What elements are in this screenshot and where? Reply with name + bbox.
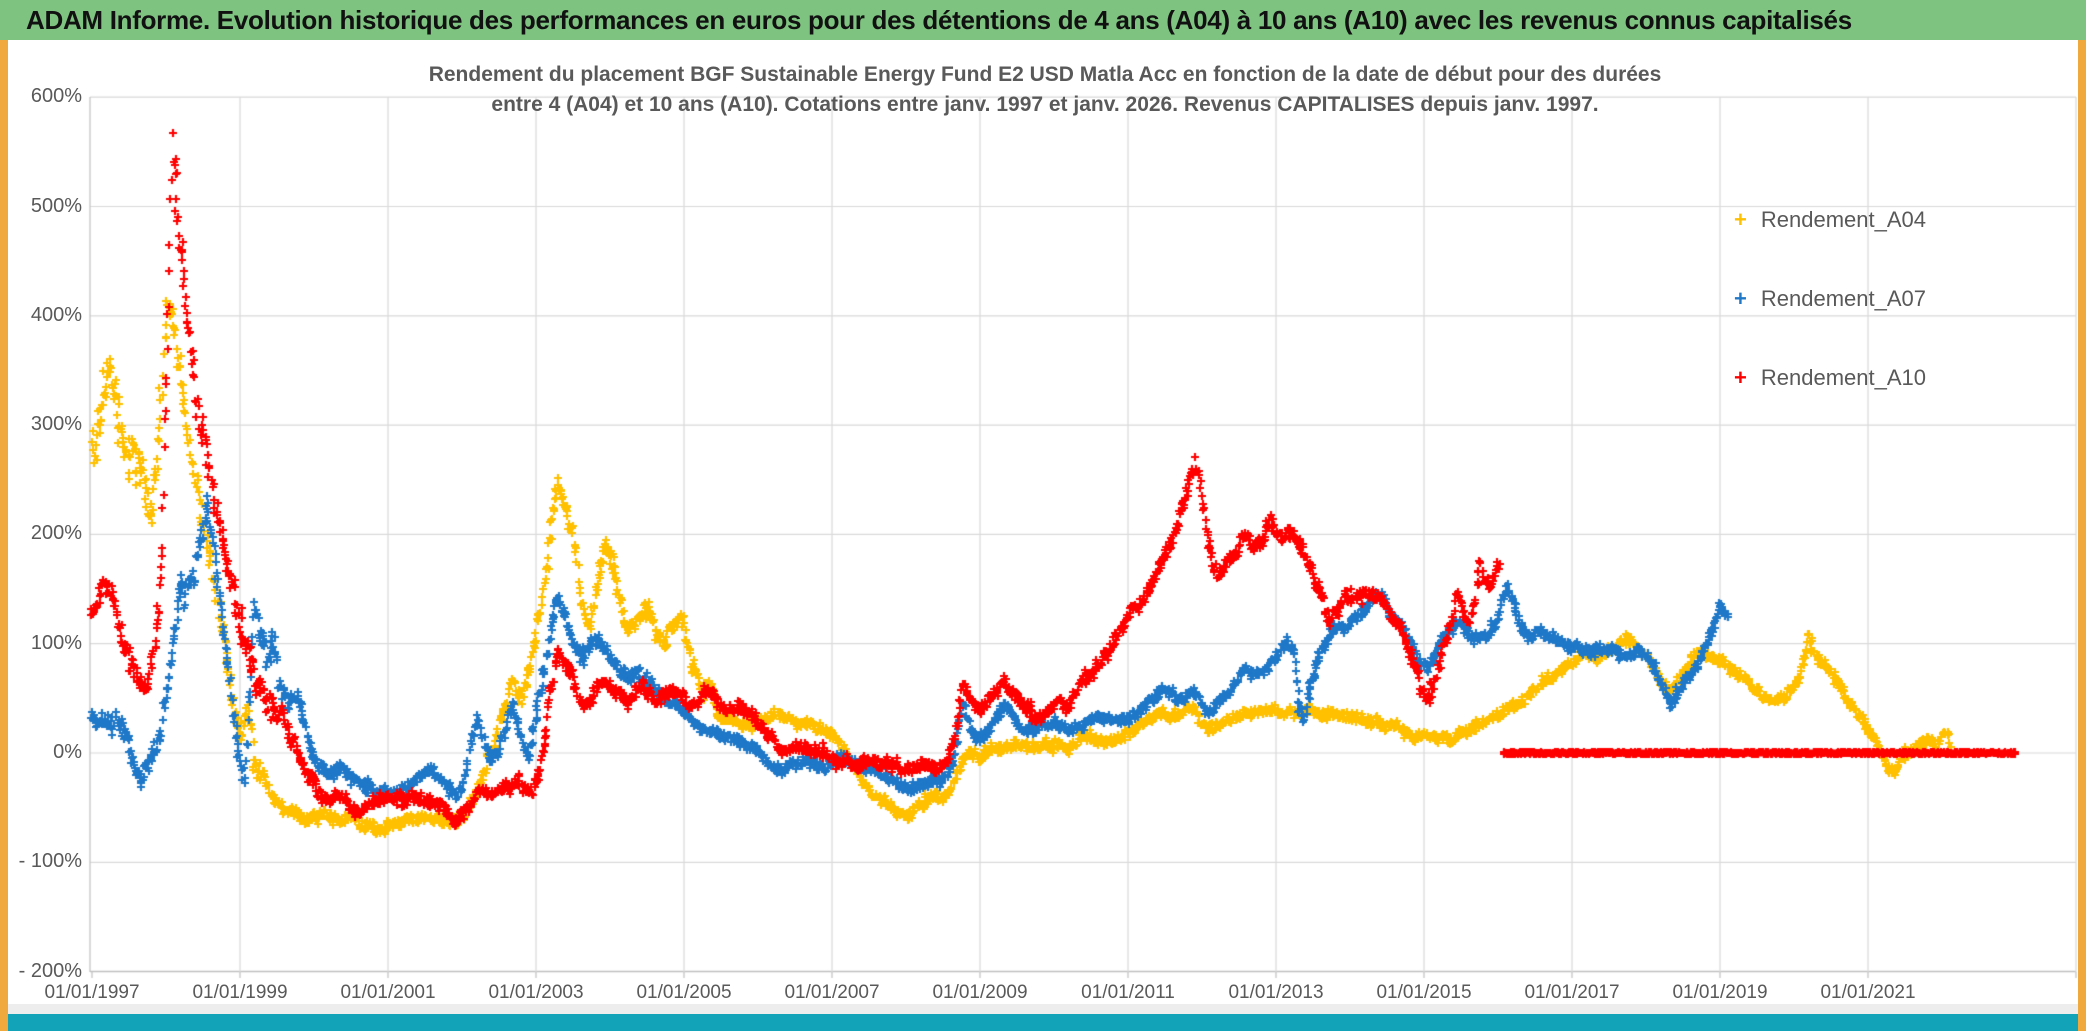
right-border-strip	[2078, 40, 2086, 1031]
left-border-strip	[0, 40, 8, 1031]
page-title: ADAM Informe. Evolution historique des p…	[26, 4, 1852, 35]
scatter-plot-canvas	[8, 44, 2078, 1014]
bottom-teal-bar	[8, 1014, 2078, 1031]
header-bar: ADAM Informe. Evolution historique des p…	[0, 0, 2086, 40]
